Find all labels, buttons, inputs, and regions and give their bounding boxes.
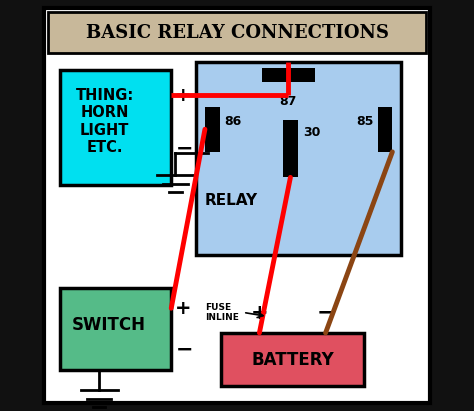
- Text: −: −: [175, 339, 193, 359]
- Text: 87: 87: [280, 95, 297, 108]
- Text: −: −: [316, 302, 335, 323]
- Bar: [378, 107, 392, 152]
- Bar: [60, 288, 171, 370]
- Bar: [48, 12, 426, 53]
- Text: RELAY: RELAY: [204, 193, 257, 208]
- Bar: [60, 70, 171, 185]
- Text: +: +: [251, 302, 268, 323]
- Text: −: −: [175, 138, 193, 158]
- Text: 86: 86: [224, 115, 241, 127]
- Text: BATTERY: BATTERY: [251, 351, 334, 369]
- Text: BASIC RELAY CONNECTIONS: BASIC RELAY CONNECTIONS: [85, 24, 389, 42]
- Text: 85: 85: [356, 115, 374, 127]
- Text: 30: 30: [303, 126, 320, 139]
- Text: FUSE
INLINE: FUSE INLINE: [205, 302, 239, 322]
- Bar: [262, 68, 315, 82]
- Text: SWITCH: SWITCH: [72, 316, 146, 334]
- Bar: [196, 62, 401, 255]
- Bar: [205, 107, 220, 152]
- Text: THING:
HORN
LIGHT
ETC.: THING: HORN LIGHT ETC.: [75, 88, 134, 155]
- Bar: [283, 120, 298, 178]
- Bar: [220, 333, 365, 386]
- Text: +: +: [175, 299, 192, 318]
- Text: +: +: [175, 85, 192, 105]
